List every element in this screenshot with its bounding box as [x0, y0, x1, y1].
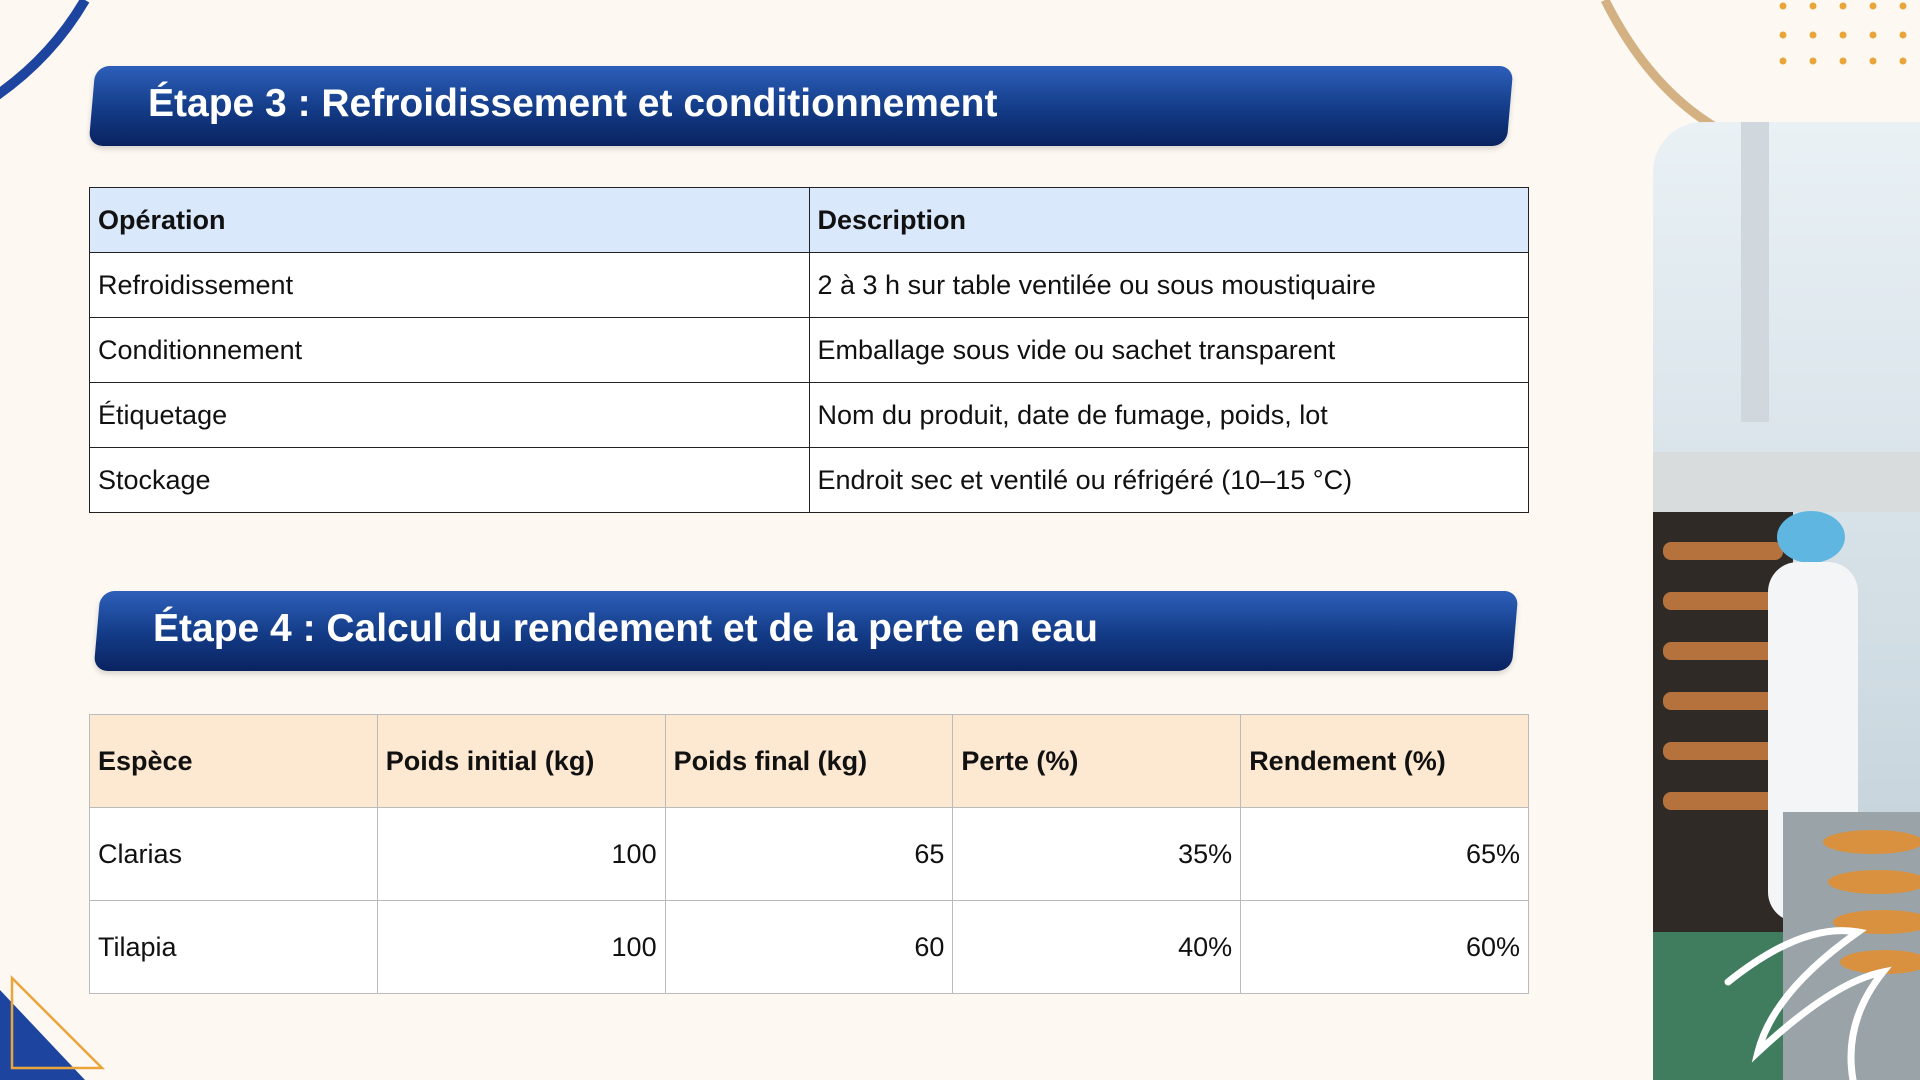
corner-arc: [0, 0, 90, 100]
dot-grid: [1779, 2, 1907, 65]
header-cell: Poids initial (kg): [376, 714, 666, 808]
table-cell: 60%: [1240, 900, 1529, 994]
yield-table: Espèce Poids initial (kg) Poids final (kg)…: [89, 714, 1529, 994]
table-row: Refroidissement 2 à 3 h sur table ventilé…: [89, 252, 1529, 318]
table-cell: 65%: [1240, 807, 1529, 901]
photo-illustration: [1653, 122, 1920, 1080]
header-cell: Espèce: [89, 714, 378, 808]
table-cell: Clarias: [89, 807, 378, 901]
table-cell: 100: [376, 900, 666, 994]
table-cell: Conditionnement: [89, 317, 810, 383]
table-cell: Tilapia: [89, 900, 378, 994]
header-cell: Description: [808, 187, 1529, 253]
table-cell: 60: [664, 900, 954, 994]
section-title: Étape 3 : Refroidissement et conditionne…: [148, 82, 998, 125]
corner-triangle-outline: [10, 974, 106, 1070]
table-row: Tilapia 100 60 40% 60%: [89, 900, 1529, 994]
table-cell: Nom du produit, date de fumage, poids, l…: [808, 382, 1529, 448]
operations-table: Opération Description Refroidissement 2 à 3…: [89, 187, 1529, 513]
header-cell: Rendement (%): [1240, 714, 1529, 808]
table-cell: Emballage sous vide ou sachet transparen…: [808, 317, 1529, 383]
table-cell: 40%: [952, 900, 1242, 994]
header-cell: Perte (%): [952, 714, 1242, 808]
table-cell: Endroit sec et ventilé ou réfrigéré (10–…: [808, 447, 1529, 513]
section-title: Étape 4 : Calcul du rendement et de la p…: [153, 607, 1098, 650]
table-cell: 2 à 3 h sur table ventilée ou sous moust…: [808, 252, 1529, 318]
header-cell: Opération: [89, 187, 810, 253]
table-row: Conditionnement Emballage sous vide ou sa…: [89, 317, 1529, 383]
table-cell: 65: [664, 807, 954, 901]
header-cell: Poids final (kg): [664, 714, 954, 808]
corner-arc: [1600, 0, 1723, 134]
table-cell: 100: [376, 807, 666, 901]
table-cell: Refroidissement: [89, 252, 810, 318]
table-row: Clarias 100 65 35% 65%: [89, 807, 1529, 901]
table-cell: Stockage: [89, 447, 810, 513]
table-cell: 35%: [952, 807, 1242, 901]
table-row: Stockage Endroit sec et ventilé ou réfrig…: [89, 447, 1529, 513]
header-row: Espèce Poids initial (kg) Poids final (kg)…: [89, 714, 1529, 808]
factory-photo: [1653, 122, 1920, 1080]
header-row: Opération Description: [89, 187, 1529, 253]
corner-triangle: [0, 990, 85, 1080]
table-cell: Étiquetage: [89, 382, 810, 448]
table-row: Étiquetage Nom du produit, date de fumage…: [89, 382, 1529, 448]
